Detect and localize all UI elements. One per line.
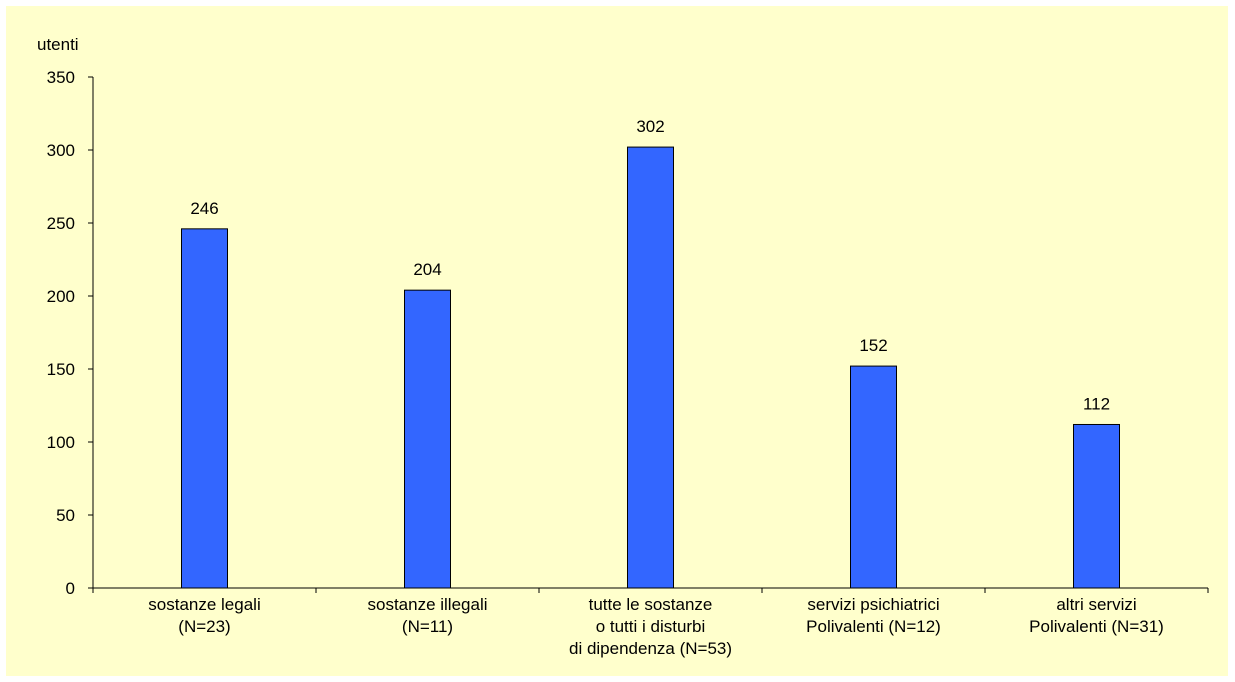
y-tick-label: 250 bbox=[47, 214, 75, 233]
bar bbox=[627, 146, 674, 589]
y-tick-label: 350 bbox=[47, 68, 75, 87]
data-label: 246 bbox=[190, 199, 218, 218]
x-tick-label: (N=11) bbox=[402, 617, 453, 636]
x-tick-label: di dipendenza (N=53) bbox=[569, 639, 732, 658]
y-tick-label: 300 bbox=[47, 141, 75, 160]
labels: 246 sostanze legali (N=23) 204 sostanze ille… bbox=[148, 117, 1164, 658]
bar bbox=[850, 365, 897, 589]
y-tick-label: 0 bbox=[66, 579, 75, 598]
bar bbox=[181, 228, 228, 589]
bars bbox=[181, 146, 1120, 589]
bar bbox=[1073, 423, 1120, 589]
x-tick-label: Polivalenti (N=12) bbox=[806, 617, 941, 636]
x-tick-label: o tutti i disturbi bbox=[596, 617, 706, 636]
data-label: 112 bbox=[1083, 394, 1110, 413]
x-tick-label: Polivalenti (N=31) bbox=[1029, 617, 1164, 636]
x-tick-label: tutte le sostanze bbox=[589, 595, 713, 614]
x-tick-label: altri servizi bbox=[1056, 595, 1136, 614]
x-tick-label: servizi psichiatrici bbox=[807, 595, 939, 614]
x-tick-label: sostanze legali bbox=[148, 595, 260, 614]
y-tick-label: 100 bbox=[47, 433, 75, 452]
x-tick-label: (N=23) bbox=[178, 617, 230, 636]
data-label: 302 bbox=[636, 117, 664, 136]
data-label: 204 bbox=[413, 260, 441, 279]
y-tick-label: 200 bbox=[47, 287, 75, 306]
x-tick-label: sostanze illegali bbox=[367, 595, 487, 614]
bar bbox=[404, 289, 451, 589]
y-tick-label: 50 bbox=[56, 506, 75, 525]
y-axis-label: utenti bbox=[37, 35, 79, 54]
data-label: 152 bbox=[859, 336, 887, 355]
y-tick-label: 150 bbox=[47, 360, 75, 379]
